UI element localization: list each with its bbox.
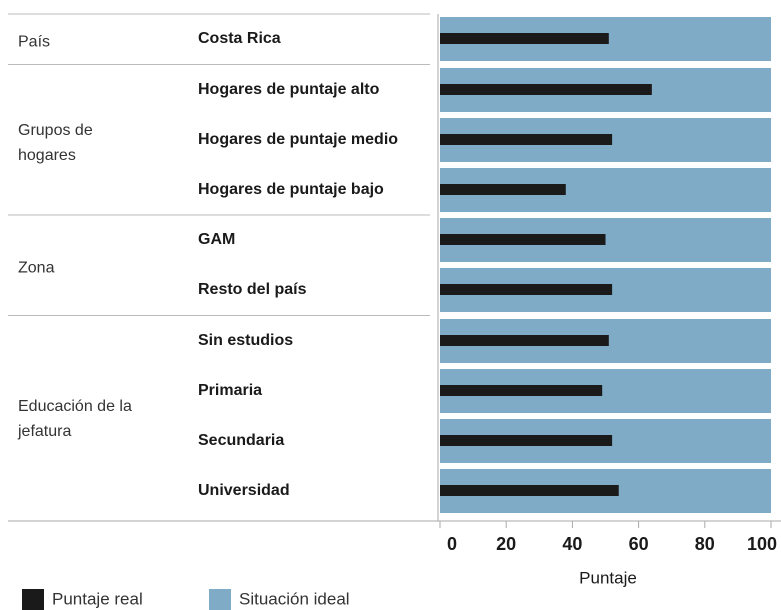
x-tick-label: 80 [695,534,715,554]
bar-real [440,284,613,295]
category-label: Sin estudios [198,332,293,349]
bar-real [440,234,606,245]
bar-real [440,84,652,95]
group-label: Zona [18,259,55,277]
bar-real [440,385,603,396]
category-label: Hogares de puntaje alto [198,81,380,98]
bar-real [440,33,609,44]
x-tick-label: 40 [562,534,582,554]
group-label: País [18,33,51,51]
group-label: Educación de la jefatura [18,398,132,440]
legend-label: Situación ideal [239,589,350,608]
category-label: Costa Rica [198,30,281,47]
category-label: GAM [198,231,235,248]
x-tick-label: 20 [496,534,516,554]
legend-swatch [22,589,44,610]
group-label: Grupos de hogares [18,122,93,164]
category-label: Hogares de puntaje bajo [198,181,384,198]
x-tick-label: 60 [629,534,649,554]
legend-label: Puntaje real [52,589,143,608]
category-label: Resto del país [198,281,307,298]
category-label: Universidad [198,482,290,499]
bar-real [440,335,609,346]
x-tick-label: 100 [747,534,777,554]
bar-real [440,435,613,446]
bar-real [440,134,613,145]
x-tick-label: 0 [447,534,457,554]
bar-real [440,184,566,195]
x-axis-label: Puntaje [579,568,637,587]
category-label: Primaria [198,382,262,399]
category-label: Hogares de puntaje medio [198,131,398,148]
legend-swatch [209,589,231,610]
category-label: Secundaria [198,432,284,449]
bar-real [440,485,619,496]
